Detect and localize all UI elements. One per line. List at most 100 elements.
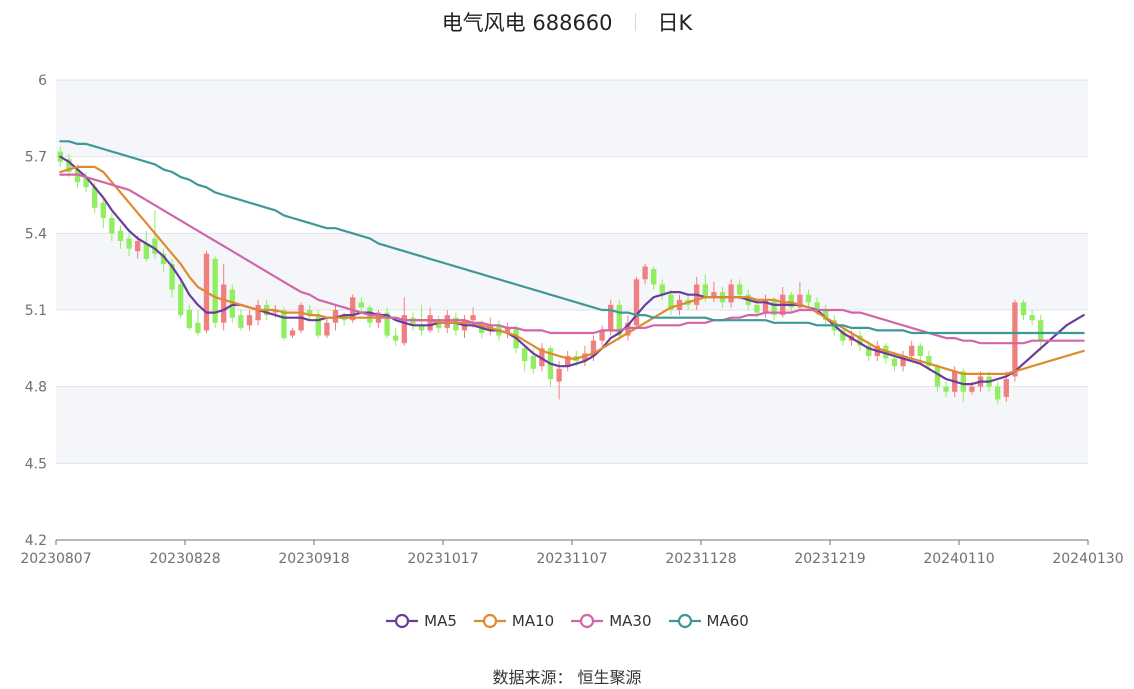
candle-body [608, 304, 614, 331]
candle-body [599, 330, 605, 341]
candle-body [539, 348, 545, 367]
candle-body [943, 386, 949, 392]
legend-marker-icon [473, 613, 506, 629]
candle-body [668, 294, 674, 310]
legend-item-ma60[interactable]: MA60 [668, 612, 749, 630]
x-tick-label: 20240130 [1052, 551, 1123, 567]
chart-title: 电气风电 688660 日K [0, 6, 1134, 38]
candle-body [393, 335, 399, 341]
candle-body [143, 243, 149, 259]
ma5-line [59, 155, 1085, 386]
candle-body [504, 327, 511, 333]
candle-body [74, 169, 81, 183]
candle-body [384, 312, 390, 336]
candle-body [788, 294, 794, 308]
y-tick-label: 4.8 [25, 380, 47, 396]
candle-body [229, 289, 235, 318]
candle-body [66, 159, 72, 172]
candle-body [169, 264, 175, 290]
legend-label: MA10 [511, 612, 555, 630]
candle-body [857, 335, 863, 346]
ma60-line [59, 140, 1085, 335]
legend-item-ma10[interactable]: MA10 [473, 612, 554, 630]
candle-body [565, 356, 571, 367]
candle-body [926, 356, 932, 367]
candle-body [840, 330, 846, 341]
candle-body [289, 330, 296, 336]
x-tick-label: 20231017 [407, 551, 478, 567]
candle-body [1020, 302, 1027, 316]
candle-body [556, 368, 562, 382]
candle-body [642, 266, 648, 280]
candle-body [255, 304, 261, 321]
legend-marker-icon [386, 613, 419, 629]
x-tick-label: 20240110 [923, 551, 994, 567]
candle-body [891, 358, 898, 367]
candle-body [633, 279, 640, 326]
candle-body [900, 356, 906, 367]
candle-body [332, 310, 339, 323]
x-tick-label: 20230807 [20, 551, 91, 567]
candle-body [444, 315, 450, 328]
candle-body [530, 356, 536, 369]
y-tick-label: 6 [38, 73, 47, 89]
y-tick-label: 4.5 [25, 456, 47, 472]
candle-body [350, 297, 356, 321]
candle-body [109, 218, 115, 234]
x-tick-label: 20231107 [536, 551, 607, 567]
candle-body [238, 315, 244, 328]
candle-body [135, 241, 141, 252]
candle-body [909, 345, 915, 356]
candle-body [272, 310, 278, 313]
candle-body [702, 284, 708, 298]
candle-body [616, 304, 622, 336]
candle-body [711, 292, 717, 298]
ma30-line [59, 173, 1085, 345]
candle-body [117, 230, 124, 241]
candle-body [814, 302, 820, 310]
candle-body [418, 325, 425, 331]
x-tick-label: 20230828 [149, 551, 220, 567]
legend: MA5 MA10 MA30 MA60 [0, 612, 1134, 630]
candle-body [969, 386, 975, 392]
candle-body [883, 345, 889, 359]
legend-item-ma5[interactable]: MA5 [385, 612, 457, 630]
grid-band [56, 233, 1088, 310]
candle-body [160, 253, 167, 264]
candle-body [281, 310, 287, 339]
candle-body [1038, 320, 1044, 341]
candle-body [805, 294, 812, 303]
candle-body [221, 284, 227, 323]
candle-body [358, 302, 364, 308]
candle-body [659, 284, 665, 295]
candle-body [83, 177, 89, 188]
candle-body [126, 238, 132, 249]
candle-body [212, 258, 218, 323]
candle-body [797, 294, 803, 308]
x-tick-label: 20230918 [278, 551, 349, 567]
candle-body [410, 317, 416, 326]
data-source: 数据来源： 恒生聚源 [492, 668, 642, 687]
candle-body [1029, 315, 1035, 321]
candle-body [178, 284, 184, 316]
candle-body [324, 322, 330, 336]
legend-label: MA30 [609, 612, 652, 630]
candle-body [436, 320, 442, 328]
candle-body [866, 345, 872, 356]
legend-item-ma30[interactable]: MA30 [570, 612, 652, 630]
candle-body [762, 299, 769, 313]
stock-name: 电气风电 688660 [441, 11, 613, 35]
candle-body [823, 310, 829, 321]
candle-body [917, 345, 923, 356]
y-tick-label: 4.2 [25, 533, 47, 549]
grid-band [56, 386, 1088, 464]
y-tick-label: 5.7 [25, 150, 47, 166]
grid-band [56, 80, 1088, 157]
candle-body [246, 315, 253, 326]
x-tick-label: 20231128 [665, 551, 736, 567]
period-label: 日K [657, 11, 693, 35]
title-separator [634, 13, 636, 31]
candle-body [754, 304, 760, 313]
candle-body [195, 322, 201, 333]
candle-body [427, 315, 433, 331]
